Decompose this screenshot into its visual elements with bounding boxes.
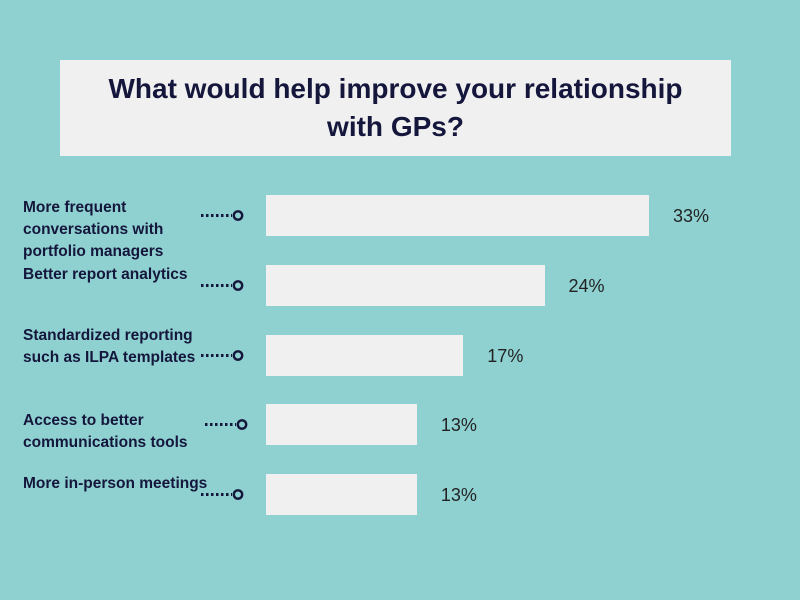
value-label: 13% — [440, 484, 477, 505]
connector-dot-icon — [232, 210, 244, 221]
bar — [266, 195, 649, 236]
category-label: More frequent conversations with portfol… — [23, 199, 164, 260]
connector-dot-icon — [232, 350, 244, 361]
category-label: More in-person meetings — [23, 475, 208, 492]
bar — [266, 265, 545, 306]
chart-title: What would help improve your relationshi… — [108, 73, 683, 142]
connector-dot-icon — [232, 489, 244, 500]
category-label: Standardized reporting such as ILPA temp… — [23, 327, 196, 366]
category-label: Better report analytics — [23, 266, 188, 283]
title-panel: What would help improve your relationshi… — [60, 60, 731, 156]
value-label: 24% — [568, 275, 605, 296]
value-label: 13% — [440, 414, 477, 435]
category-label: Access to better communications tools — [23, 412, 188, 451]
connector-dot-icon — [232, 280, 244, 291]
value-label: 33% — [673, 205, 710, 226]
value-label: 17% — [487, 345, 524, 366]
bar — [266, 335, 464, 376]
bar — [266, 474, 417, 515]
bar — [266, 404, 417, 445]
connector-dot-icon — [236, 419, 248, 430]
